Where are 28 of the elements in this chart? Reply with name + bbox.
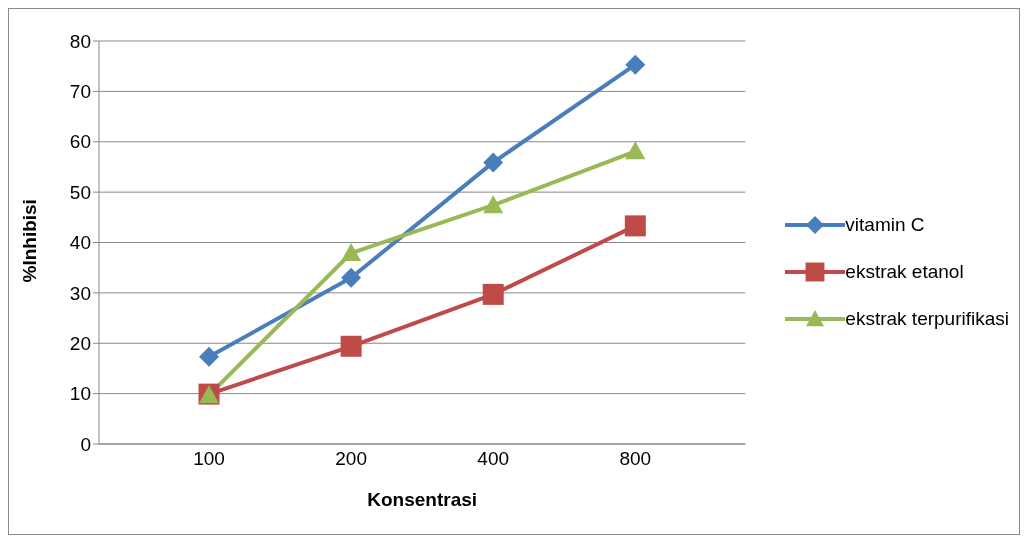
x-tick-label: 100 xyxy=(193,448,225,470)
point xyxy=(199,346,219,367)
point xyxy=(340,335,362,357)
point xyxy=(625,141,646,160)
x-axis-title: Konsentrasi xyxy=(367,489,478,510)
y-tick-label: 10 xyxy=(69,383,91,405)
y-axis-title: %Inhibisi xyxy=(18,199,40,283)
y-tick-label: 50 xyxy=(69,181,91,203)
legend-label: ekstrak etanol xyxy=(845,259,964,284)
x-tick-label: 200 xyxy=(335,448,367,470)
point xyxy=(341,243,362,262)
y-tick-label: 80 xyxy=(69,30,91,52)
y-tick-label: 40 xyxy=(69,232,91,254)
point xyxy=(624,215,646,237)
legend-label: vitamin C xyxy=(845,212,925,237)
legend-label: ekstrak terpurifikasi xyxy=(845,306,1009,331)
point xyxy=(482,283,504,305)
y-tick-label: 20 xyxy=(69,332,91,354)
x-tick-label: 400 xyxy=(477,448,510,470)
point xyxy=(483,152,504,173)
y-tick-label: 60 xyxy=(69,131,91,153)
y-tick-label: 30 xyxy=(69,282,91,304)
point xyxy=(341,267,362,288)
y-tick-label: 0 xyxy=(80,433,91,455)
x-tick-label: 800 xyxy=(619,448,652,470)
point xyxy=(483,195,504,214)
y-tick-label: 70 xyxy=(69,81,91,103)
point xyxy=(625,54,646,75)
